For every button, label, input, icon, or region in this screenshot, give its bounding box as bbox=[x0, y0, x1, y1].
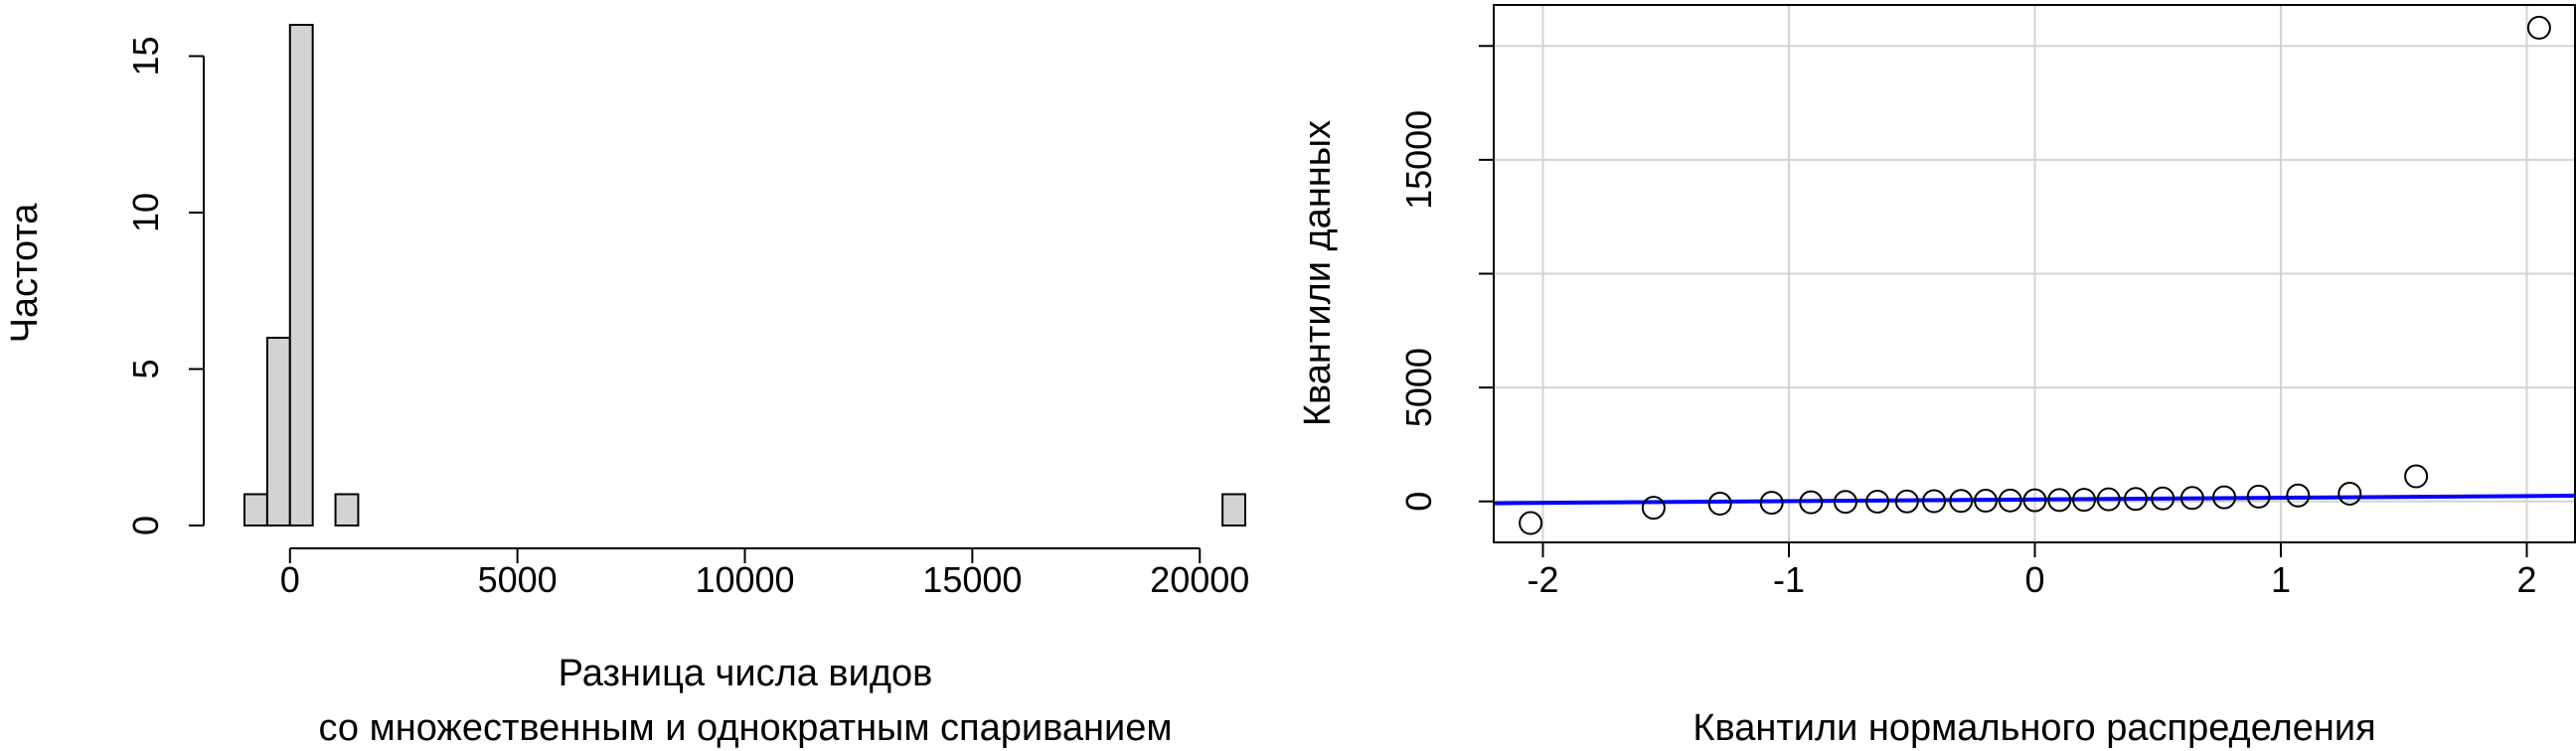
qq-point bbox=[1998, 488, 2022, 513]
histogram-bar bbox=[1221, 493, 1247, 526]
qq-point bbox=[2022, 488, 2047, 513]
qq-point bbox=[2151, 486, 2175, 511]
histogram-panel: 0 5000 10000 15000 20000 0 5 10 15 Разница числ… bbox=[4, 24, 1249, 749]
qq-y-tick-label: 5000 bbox=[1398, 348, 1439, 427]
qq-reference-line bbox=[1493, 494, 2576, 506]
histogram-y-ticks: 0 5 10 15 bbox=[125, 36, 204, 535]
qq-point bbox=[1799, 490, 1824, 515]
qq-point bbox=[2072, 488, 2096, 513]
qq-point bbox=[1759, 491, 1784, 516]
qq-point bbox=[1865, 489, 1890, 514]
qq-y-tick-label: 15000 bbox=[1398, 110, 1439, 210]
qq-point bbox=[2179, 486, 2204, 511]
qq-point bbox=[2404, 464, 2429, 489]
histogram-y-tick-label: 5 bbox=[125, 359, 166, 378]
histogram-bar bbox=[288, 24, 314, 526]
qq-point bbox=[1974, 489, 1998, 514]
qq-point bbox=[1641, 496, 1666, 521]
qq-point bbox=[2246, 484, 2271, 509]
qq-x-axis-label: Квантили нормального распределения bbox=[1692, 707, 2375, 749]
histogram-y-tick-label: 0 bbox=[125, 516, 166, 535]
qq-point bbox=[1922, 489, 1947, 514]
qq-point bbox=[2212, 485, 2237, 510]
qq-x-tick-label: -1 bbox=[1773, 559, 1805, 600]
qq-y-axis-label: Квантили данных bbox=[1297, 120, 1339, 426]
qq-point bbox=[2337, 481, 2362, 506]
histogram-x-axis-label-line-1: Разница числа видов bbox=[559, 653, 933, 694]
qq-x-ticks: -2 -1 0 1 2 bbox=[1527, 542, 2537, 600]
histogram-bar bbox=[243, 493, 268, 526]
qq-plot-panel: -2 -1 0 1 2 0 5000 15000 Квантили нормального … bbox=[1297, 4, 2576, 749]
qq-point bbox=[1707, 492, 1732, 517]
histogram-x-tick-label: 0 bbox=[280, 559, 300, 600]
qq-point bbox=[1894, 489, 1919, 514]
histogram-x-tick-label: 15000 bbox=[922, 559, 1022, 600]
qq-grid bbox=[1494, 5, 2576, 542]
qq-point bbox=[2047, 488, 2072, 513]
qq-points bbox=[1519, 15, 2551, 535]
histogram-x-axis-label-line-2: со множественным и однократным спаривани… bbox=[318, 707, 1172, 749]
qq-point bbox=[2286, 483, 2311, 508]
qq-point bbox=[2123, 487, 2148, 512]
qq-y-tick-label: 0 bbox=[1398, 492, 1439, 512]
histogram-bar bbox=[265, 337, 291, 526]
histogram-x-tick-label: 20000 bbox=[1150, 559, 1249, 600]
histogram-x-ticks: 0 5000 10000 15000 20000 bbox=[280, 548, 1249, 600]
qq-point bbox=[1833, 490, 1857, 515]
qq-x-tick-label: -2 bbox=[1527, 559, 1558, 600]
histogram-y-tick-label: 10 bbox=[125, 193, 166, 232]
histogram-x-tick-label: 5000 bbox=[478, 559, 558, 600]
qq-x-tick-label: 0 bbox=[2024, 559, 2044, 600]
qq-x-tick-label: 1 bbox=[2271, 559, 2291, 600]
qq-point bbox=[1949, 489, 1974, 514]
histogram-bar bbox=[334, 493, 360, 526]
qq-point bbox=[1519, 511, 1543, 535]
qq-y-ticks: 0 5000 15000 bbox=[1398, 45, 1494, 512]
histogram-x-tick-label: 10000 bbox=[695, 559, 794, 600]
histogram-y-tick-label: 15 bbox=[125, 36, 166, 75]
qq-point bbox=[2096, 487, 2121, 512]
qq-x-tick-label: 2 bbox=[2516, 559, 2536, 600]
histogram-y-axis-label: Частота bbox=[4, 203, 46, 344]
histogram-bars bbox=[243, 24, 1247, 526]
qq-point bbox=[2526, 15, 2551, 40]
